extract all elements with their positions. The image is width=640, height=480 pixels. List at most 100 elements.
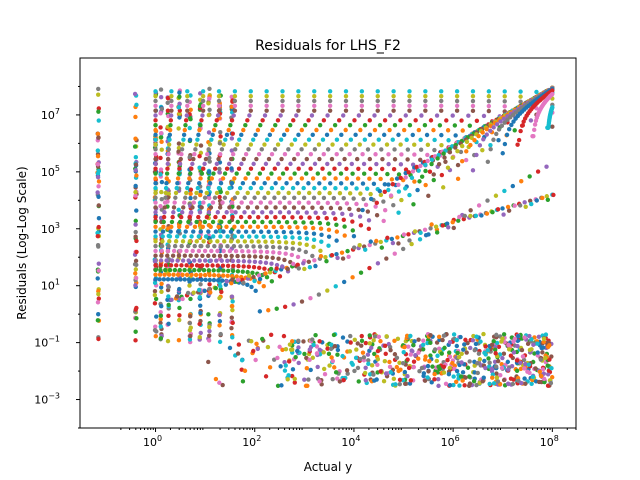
residual-point (226, 268, 231, 273)
residual-point (364, 186, 370, 191)
residual-point (423, 108, 428, 113)
residual-point (371, 372, 376, 377)
residual-point (287, 200, 292, 205)
residual-point (296, 89, 301, 94)
residual-point (221, 248, 226, 254)
residual-point (422, 123, 428, 128)
residual-point (245, 118, 250, 123)
residual-point (231, 113, 236, 118)
residual-point (359, 93, 365, 99)
residual-point (95, 131, 101, 137)
chart-title: Residuals for LHS_F2 (255, 38, 401, 54)
residual-point (533, 366, 538, 371)
residual-point (366, 218, 372, 223)
residual-point (216, 268, 221, 273)
residual-point (169, 219, 175, 225)
residual-point (431, 177, 436, 183)
residual-point (203, 156, 209, 162)
residual-point (460, 128, 465, 133)
residual-point (208, 290, 213, 295)
residual-point (153, 89, 158, 94)
residual-point (96, 312, 101, 317)
residual-point (337, 190, 343, 196)
x-tick-label: 108 (540, 434, 559, 449)
residual-point (335, 347, 341, 353)
residual-point (411, 342, 416, 348)
residual-point (174, 294, 180, 299)
residual-point (295, 262, 300, 268)
residual-point (226, 127, 231, 133)
residual-point (185, 89, 190, 94)
residual-point (158, 309, 163, 315)
residual-point (367, 265, 372, 271)
residual-point (327, 363, 332, 368)
residual-point (399, 197, 404, 203)
residual-point (474, 152, 479, 158)
residual-point (527, 333, 532, 339)
residual-point (133, 338, 138, 343)
residual-point (385, 171, 390, 177)
residual-point (152, 288, 158, 294)
residual-point (166, 284, 171, 290)
residual-point (165, 248, 171, 254)
residual-point (280, 108, 285, 113)
residual-point (483, 344, 488, 349)
residual-point (288, 161, 293, 167)
residual-point (472, 138, 477, 143)
residual-point (381, 218, 386, 224)
residual-point (334, 238, 339, 243)
residual-point (217, 170, 222, 175)
residual-point (326, 234, 332, 239)
residual-point (391, 98, 396, 104)
residual-point (425, 142, 431, 148)
residual-point (331, 332, 337, 338)
residual-point (270, 244, 276, 250)
residual-point (406, 344, 411, 349)
residual-point (350, 171, 355, 176)
residual-point (382, 207, 388, 213)
residual-point (225, 234, 230, 239)
residual-point (541, 376, 547, 382)
residual-point (504, 132, 510, 138)
residual-point (383, 371, 389, 376)
residual-point (415, 187, 420, 193)
residual-point (297, 241, 303, 246)
residual-point (277, 200, 283, 205)
residual-point (306, 259, 312, 264)
residual-point (256, 152, 262, 157)
residual-point (378, 176, 383, 182)
residual-point (334, 251, 339, 257)
residual-point (192, 224, 198, 229)
residual-point (272, 195, 277, 200)
residual-point (363, 340, 369, 346)
residual-point (177, 267, 182, 273)
residual-point (169, 98, 174, 104)
residual-point (413, 353, 418, 358)
residual-point (466, 113, 471, 118)
residual-point (234, 171, 239, 176)
residual-point (318, 254, 324, 259)
residual-point (173, 195, 178, 200)
residual-point (198, 122, 203, 128)
residual-point (313, 332, 318, 338)
residual-point (95, 162, 101, 167)
residual-point (382, 359, 388, 364)
residual-point (475, 370, 480, 376)
residual-point (159, 281, 164, 287)
residual-point (441, 364, 447, 369)
residual-point (153, 267, 158, 273)
residual-point (211, 253, 217, 259)
residual-point (551, 192, 556, 198)
residual-point (180, 296, 185, 302)
residual-point (165, 338, 171, 344)
residual-point (500, 151, 505, 156)
residual-point (181, 205, 186, 210)
residual-point (302, 377, 307, 382)
residual-point (302, 122, 308, 128)
residual-point (446, 138, 451, 143)
residual-point (529, 201, 534, 207)
residual-point (455, 176, 461, 182)
residual-point (253, 288, 258, 294)
residual-point (264, 103, 269, 109)
residual-point (329, 253, 335, 258)
